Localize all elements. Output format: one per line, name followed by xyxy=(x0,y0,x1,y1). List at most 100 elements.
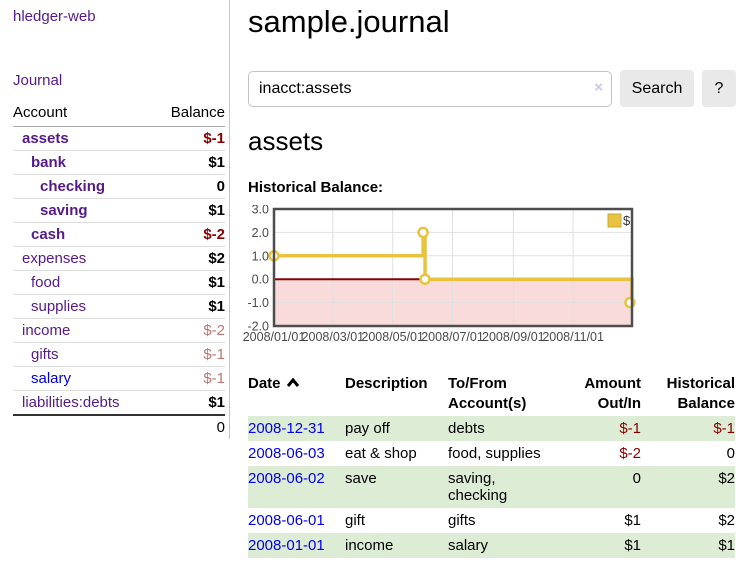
account-name-cell: food xyxy=(13,270,154,295)
account-balance: $1 xyxy=(153,270,225,295)
account-balance: $-1 xyxy=(153,366,225,391)
account-link-saving[interactable]: saving xyxy=(40,202,88,219)
x-tick-label: 2008/01/01 xyxy=(243,330,306,344)
x-tick-label: 2008/11/01 xyxy=(542,330,604,344)
account-row: cash $-2 xyxy=(13,222,225,247)
sidebar-item-journal[interactable]: Journal xyxy=(13,72,63,89)
clear-search-icon[interactable]: × xyxy=(594,78,603,96)
register-amount-cell: 0 xyxy=(632,470,641,487)
accounts-header-account: Account xyxy=(13,101,154,127)
account-balance: 0 xyxy=(153,174,225,199)
account-link-bank[interactable]: bank xyxy=(31,154,67,171)
account-row: income $-2 xyxy=(13,318,225,343)
x-tick-label: 2008/07/01 xyxy=(421,330,484,344)
transaction-date-link[interactable]: 2008-06-02 xyxy=(248,470,325,487)
account-heading: assets xyxy=(248,126,324,156)
account-balance: $1 xyxy=(153,294,225,319)
legend-swatch xyxy=(607,213,622,228)
register-description-cell: income xyxy=(345,537,394,554)
account-row: expenses $2 xyxy=(13,246,225,271)
register-amount-cell: $1 xyxy=(624,537,641,554)
account-row: salary $-1 xyxy=(13,366,225,391)
search-input[interactable] xyxy=(248,70,612,107)
register-row: 2008-12-31 pay off debts $-1 $-1 xyxy=(248,416,735,441)
legend-label: $ xyxy=(623,213,631,228)
account-balance: $1 xyxy=(153,390,225,415)
account-name-cell: bank xyxy=(13,150,154,175)
register-row: 2008-06-02 save saving, checking 0 $2 xyxy=(248,466,735,508)
register-date-cell: 2008-06-01 xyxy=(248,508,345,533)
account-name-cell: supplies xyxy=(13,294,154,319)
accounts-total-row: 0 xyxy=(13,414,225,439)
account-balance: $-1 xyxy=(153,342,225,367)
search-bar: × Search ? xyxy=(248,70,742,107)
help-button[interactable]: ? xyxy=(702,70,736,107)
register-balance-cell: 0 xyxy=(726,445,735,462)
y-tick-label: -2.0 xyxy=(247,320,269,334)
search-button[interactable]: Search xyxy=(620,70,694,107)
account-link-income[interactable]: income xyxy=(22,322,71,339)
account-link-checking[interactable]: checking xyxy=(40,178,106,195)
transaction-date-link[interactable]: 2008-06-01 xyxy=(248,512,325,529)
account-link-liabilities-debts[interactable]: liabilities:debts xyxy=(22,394,120,411)
account-row: bank $1 xyxy=(13,150,225,175)
register-accounts-cell: food, supplies xyxy=(448,445,541,462)
x-tick-label: 2008/05/01 xyxy=(361,330,424,344)
accounts-header-row: Account Balance xyxy=(13,101,225,127)
register-balance-cell: $2 xyxy=(718,512,735,529)
register-balance-cell: $2 xyxy=(718,470,735,487)
account-row: supplies $1 xyxy=(13,294,225,319)
account-name-cell: cash xyxy=(13,222,154,247)
account-link-supplies[interactable]: supplies xyxy=(31,298,87,315)
transaction-date-link[interactable]: 2008-06-03 xyxy=(248,445,325,462)
account-link-expenses[interactable]: expenses xyxy=(22,250,87,267)
chevron-up-icon xyxy=(286,377,299,387)
y-tick-label: 1.0 xyxy=(252,249,269,263)
register-date-cell: 2008-06-03 xyxy=(248,441,345,466)
y-tick-label: 2.0 xyxy=(252,226,269,240)
account-link-food[interactable]: food xyxy=(31,274,61,291)
account-row: gifts $-1 xyxy=(13,342,225,367)
register-header-row: Date Description To/From Account(s) Amount … xyxy=(248,372,735,416)
account-balance: $1 xyxy=(153,150,225,175)
historical-balance-chart[interactable]: $3.0 2.0 1.0 0.0 -1.0 -2.02008/01/012008/03/0… xyxy=(242,203,642,347)
page-title: sample.journal xyxy=(248,4,450,39)
account-name-cell: saving xyxy=(13,198,154,223)
account-name-cell: salary xyxy=(13,366,154,391)
register-date-cell: 2008-12-31 xyxy=(248,416,345,441)
register-date-cell: 2008-06-02 xyxy=(248,466,345,508)
data-point-marker[interactable] xyxy=(417,226,429,239)
account-link-assets[interactable]: assets xyxy=(22,130,69,147)
account-balance: $-2 xyxy=(153,318,225,343)
account-balance: $-2 xyxy=(153,222,225,247)
transaction-date-link[interactable]: 2008-12-31 xyxy=(248,420,325,437)
account-link-cash[interactable]: cash xyxy=(31,226,66,243)
register-col-description: Description xyxy=(345,375,428,392)
accounts-header-balance: Balance xyxy=(153,101,225,127)
chart-title: Historical Balance: xyxy=(248,179,384,196)
register-description-cell: save xyxy=(345,470,377,487)
y-tick-label: -1.0 xyxy=(247,296,269,310)
account-balance: $2 xyxy=(153,246,225,271)
data-point-marker[interactable] xyxy=(419,273,431,285)
x-tick-label: 2008/09/01 xyxy=(482,330,545,344)
register-description-cell: eat & shop xyxy=(345,445,417,462)
account-name-cell: assets xyxy=(13,127,154,151)
account-row: liabilities:debts $1 xyxy=(13,390,225,415)
search-box: × xyxy=(248,70,612,107)
account-name-cell: income xyxy=(13,318,154,343)
accounts-table: Account Balance assets $-1 bank $1 checking 0… xyxy=(13,101,225,439)
chart-container: $3.0 2.0 1.0 0.0 -1.0 -2.0 2008/01/01 2008/03/0… xyxy=(242,203,742,352)
register-table: Date Description To/From Account(s) Amount … xyxy=(248,372,735,558)
app-title-link[interactable]: hledger-web xyxy=(13,8,96,25)
account-link-gifts[interactable]: gifts xyxy=(31,346,59,363)
accounts-total-value: 0 xyxy=(153,414,225,439)
account-link-salary[interactable]: salary xyxy=(31,370,72,387)
register-amount-cell: $-2 xyxy=(619,445,641,462)
register-row: 2008-01-01 income salary $1 $1 xyxy=(248,533,735,558)
account-row: saving $1 xyxy=(13,198,225,223)
register-col-date[interactable]: Date xyxy=(248,372,345,416)
register-accounts-cell: salary xyxy=(448,537,489,554)
register-accounts-cell: saving, checking xyxy=(448,470,508,504)
transaction-date-link[interactable]: 2008-01-01 xyxy=(248,537,325,554)
